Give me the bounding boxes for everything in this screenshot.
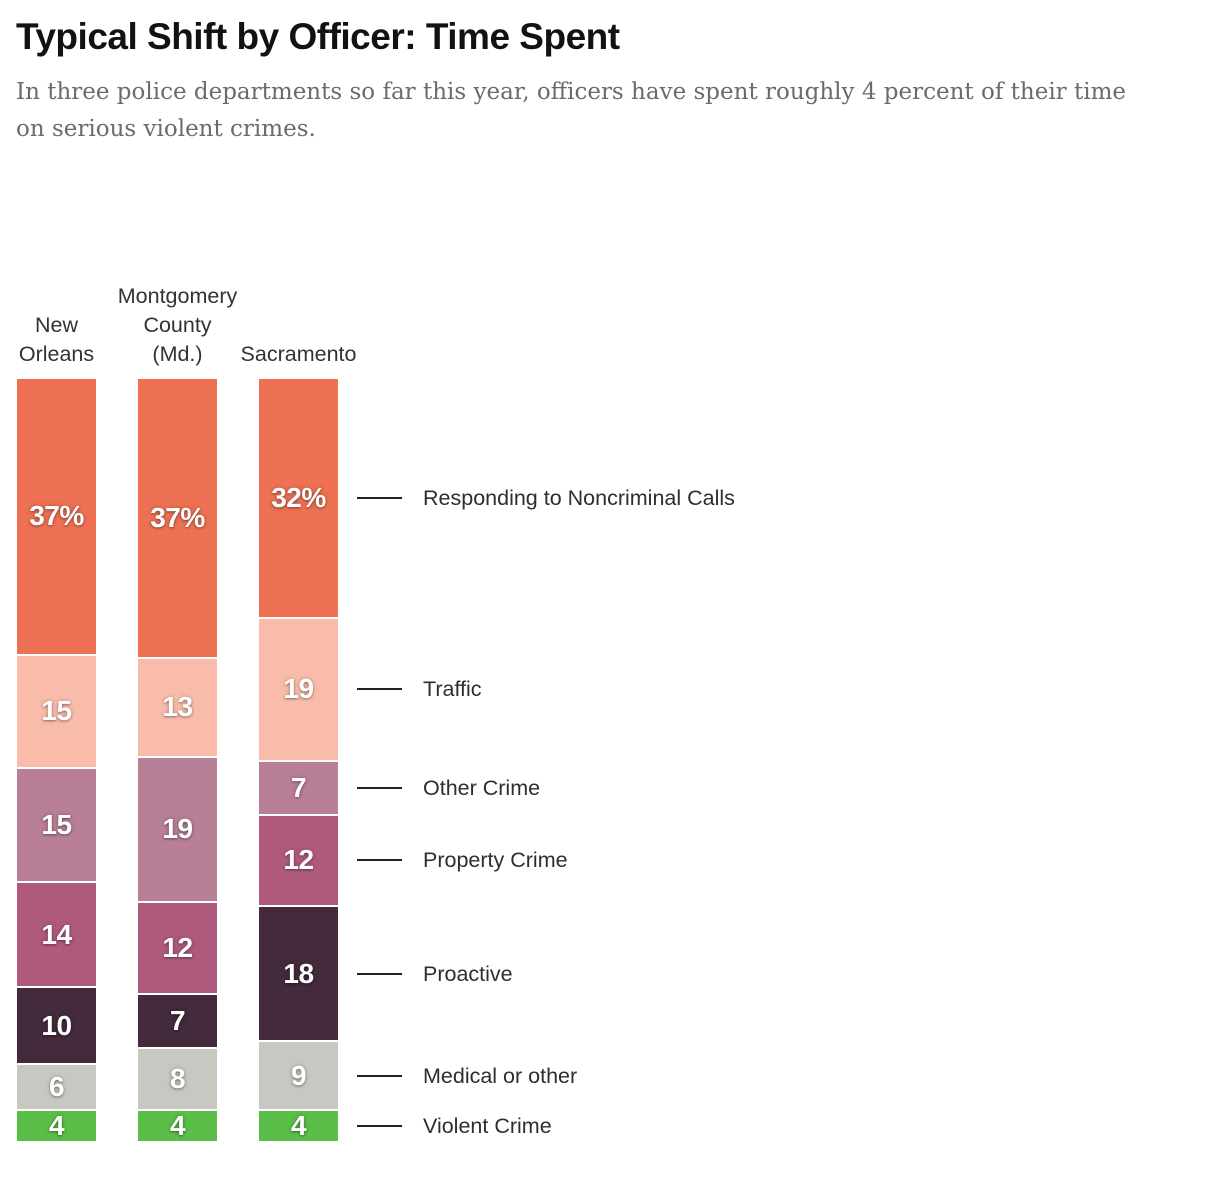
bar-column-sacramento: 32% 19 7 12 18 9 4 (259, 379, 338, 1141)
bar-segment-value: 15 (41, 808, 72, 840)
legend-leader-line-traffic (357, 688, 402, 691)
column-header-sacramento: Sacramento (240, 342, 357, 366)
bar-segment-value: 12 (283, 844, 314, 876)
legend-label-responding-to-noncriminal-calls: Responding to Noncriminal Calls (423, 485, 735, 510)
legend-label-traffic: Traffic (423, 677, 482, 702)
bar-segment-sacramento-proactive: 18 (259, 906, 338, 1041)
bar-segment-value: 10 (41, 1009, 72, 1041)
bar-segment-sacramento-responding-to-noncriminal-calls: 32% (259, 379, 338, 617)
legend-leader-line-proactive (357, 972, 402, 975)
legend-label-property-crime: Property Crime (423, 848, 568, 873)
bar-segment-value: 7 (290, 771, 307, 803)
bar-segment-new-orleans-proactive: 10 (17, 988, 96, 1063)
bar-segment-value: 18 (283, 957, 314, 989)
legend-leader-line-violent-crime (357, 1125, 402, 1128)
bar-segment-value: 7 (169, 1004, 186, 1036)
bar-segment-value: 32% (271, 481, 326, 513)
legend-label-other-crime: Other Crime (423, 775, 541, 800)
bar-segment-sacramento-other-crime: 7 (259, 761, 338, 814)
legend-leader-line-responding-to-noncriminal-calls (357, 496, 402, 499)
bar-segment-value: 12 (162, 931, 193, 963)
page-title: Typical Shift by Officer: Time Spent (16, 16, 620, 57)
bar-segment-value: 37% (29, 500, 84, 532)
subtitle-line-2: on serious violent crimes. (16, 116, 316, 142)
legend-leader-line-medical-or-other (357, 1074, 402, 1077)
bar-segment-value: 19 (283, 673, 314, 705)
bar-segment-value: 13 (162, 691, 193, 723)
column-header-new-orleans: New Orleans (18, 313, 95, 366)
page-subtitle: In three police departments so far this … (16, 74, 1211, 148)
bar-segment-value: 37% (150, 501, 205, 533)
bar-segment-montgomery-county-md-proactive: 7 (138, 994, 217, 1047)
bar-segment-value: 8 (169, 1063, 186, 1094)
bar-segment-sacramento-property-crime: 12 (259, 815, 338, 905)
bar-segment-montgomery-county-md-property-crime: 12 (138, 902, 217, 993)
bar-segment-value: 19 (162, 813, 193, 845)
bar-segment-new-orleans-responding-to-noncriminal-calls: 37% (17, 379, 96, 654)
bar-segment-value: 6 (48, 1071, 65, 1102)
legend-label-violent-crime: Violent Crime (423, 1114, 552, 1139)
subtitle-line-1: In three police departments so far this … (16, 79, 1126, 105)
legend-label-medical-or-other: Medical or other (423, 1063, 578, 1088)
legend-leader-line-property-crime (357, 859, 402, 862)
bar-column-new-orleans: 37% 15 15 14 10 6 4 (17, 379, 96, 1141)
bar-segment-value: 4 (48, 1110, 65, 1142)
bar-segment-montgomery-county-md-responding-to-noncriminal-calls: 37% (138, 379, 217, 657)
column-header-montgomery-county-md: Montgomery County (Md.) (117, 284, 238, 366)
bar-segment-value: 4 (169, 1110, 186, 1141)
bar-segment-new-orleans-traffic: 15 (17, 655, 96, 768)
legend-label-proactive: Proactive (423, 961, 513, 986)
bar-segment-value: 15 (41, 695, 72, 727)
bar-segment-new-orleans-property-crime: 14 (17, 882, 96, 987)
bar-segment-montgomery-county-md-medical-or-other: 8 (138, 1049, 217, 1109)
bar-segment-sacramento-violent-crime: 4 (259, 1110, 338, 1142)
stacked-bar-chart: New Orleans 37% 15 15 14 10 6 4 Montgomery Count… (16, 148, 1211, 1178)
bar-segment-sacramento-traffic: 19 (259, 618, 338, 760)
bar-column-montgomery-county-md: 37% 13 19 12 7 8 4 (138, 379, 217, 1141)
bar-segment-montgomery-county-md-violent-crime: 4 (138, 1110, 217, 1141)
legend-leader-line-other-crime (357, 786, 402, 789)
bar-segment-value: 4 (290, 1110, 307, 1142)
bar-segment-value: 9 (290, 1059, 307, 1091)
bar-segment-montgomery-county-md-traffic: 13 (138, 658, 217, 756)
bar-segment-value: 14 (41, 918, 72, 950)
bar-segment-new-orleans-other-crime: 15 (17, 769, 96, 881)
bar-segment-new-orleans-violent-crime: 4 (17, 1110, 96, 1142)
bar-segment-montgomery-county-md-other-crime: 19 (138, 758, 217, 901)
bar-segment-sacramento-medical-or-other: 9 (259, 1042, 338, 1110)
bar-segment-new-orleans-medical-or-other: 6 (17, 1064, 96, 1110)
